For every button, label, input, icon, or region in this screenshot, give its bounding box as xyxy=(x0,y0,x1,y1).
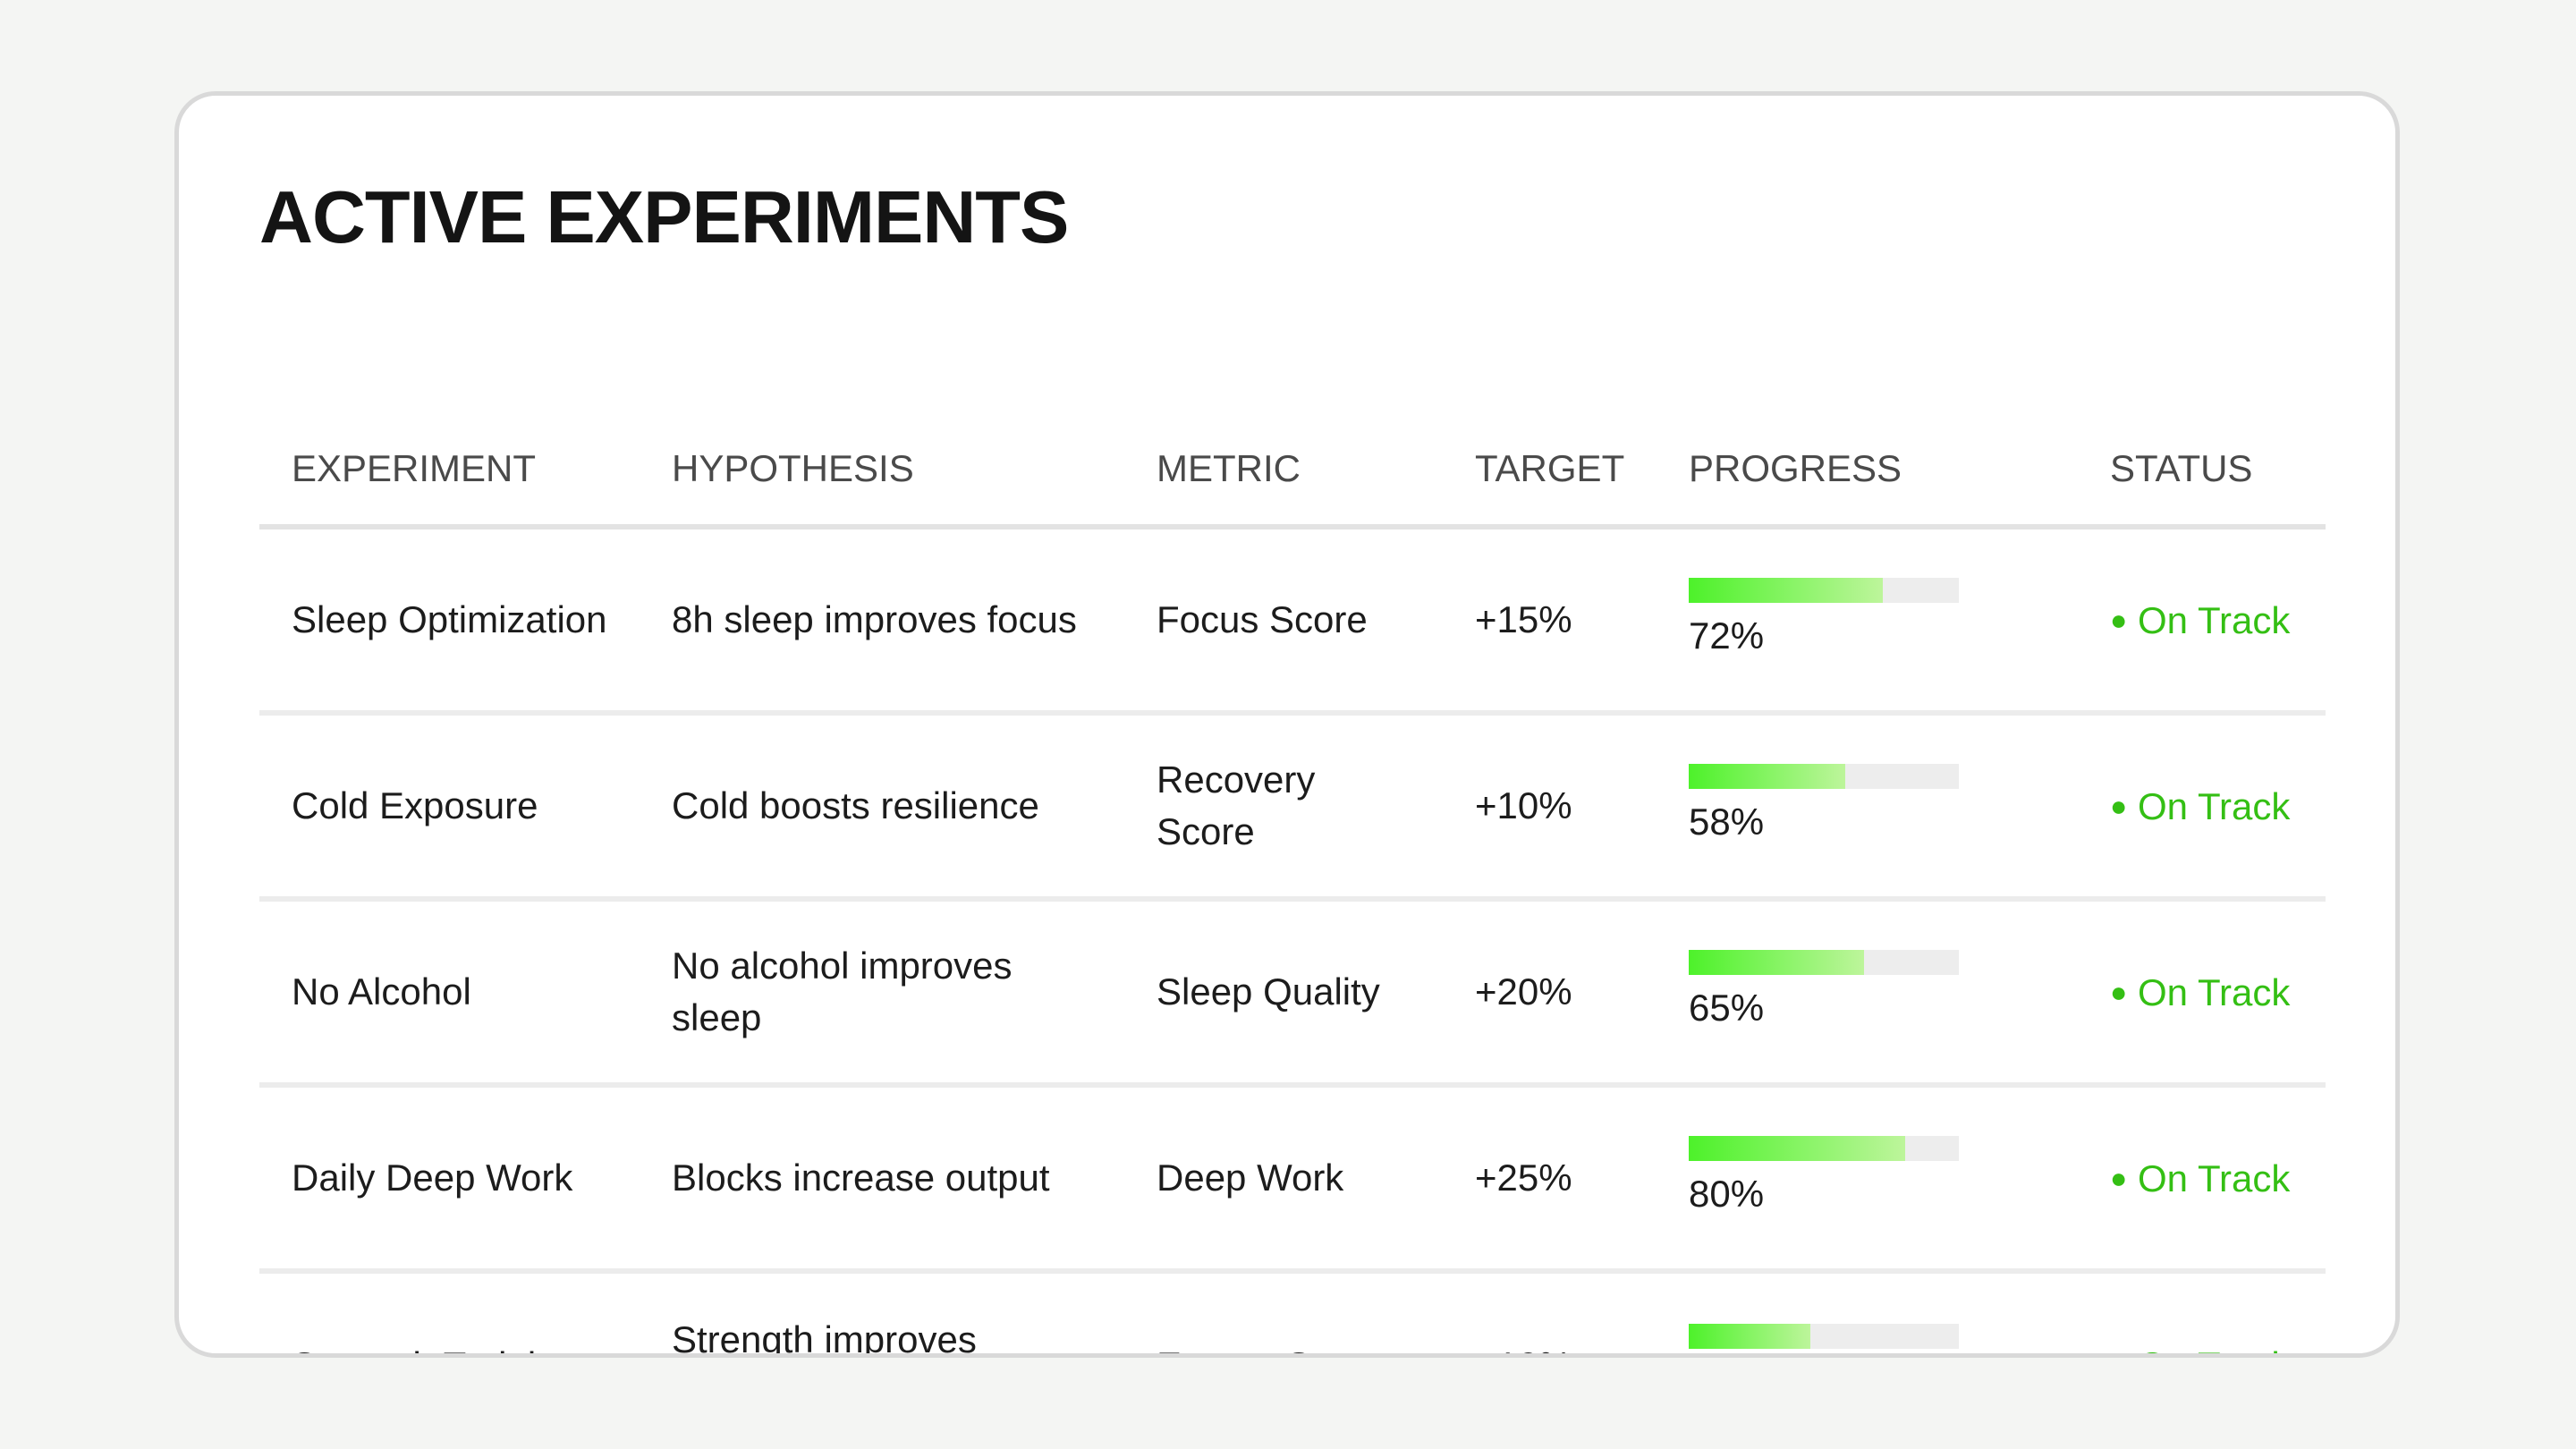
experiments-table: EXPERIMENT HYPOTHESIS METRIC TARGET PROG… xyxy=(259,412,2326,1358)
status-badge: ● On Track xyxy=(2110,1344,2290,1353)
status-label: On Track xyxy=(2138,784,2291,827)
progress-label: 80% xyxy=(1689,1173,1765,1215)
progress-bar xyxy=(1689,1323,1959,1349)
progress-bar xyxy=(1689,578,1959,603)
progress-cell: 45% xyxy=(1657,1271,2078,1353)
metric-cell: Recovery Score xyxy=(1124,713,1443,902)
metric-cell: Focus Score xyxy=(1124,527,1443,716)
experiment-cell: Daily Deep Work xyxy=(259,1085,640,1274)
hypothesis-cell: Cold boosts resilience xyxy=(640,713,1124,902)
status-label: On Track xyxy=(2138,1344,2290,1353)
column-header-progress[interactable]: PROGRESS xyxy=(1657,412,2078,530)
page-title: ACTIVE EXPERIMENTS xyxy=(259,175,1069,258)
progress-cell: 72% xyxy=(1657,527,2078,716)
table-row[interactable]: No Alcohol No alcohol improves sleep Sle… xyxy=(259,899,2326,1088)
column-header-target[interactable]: TARGET xyxy=(1443,412,1657,530)
progress-label: 72% xyxy=(1689,614,1765,657)
target-cell: +10% xyxy=(1443,1271,1657,1354)
hypothesis-cell: Strength improves energy xyxy=(640,1271,1124,1358)
experiment-cell: No Alcohol xyxy=(259,899,640,1088)
progress-label: 58% xyxy=(1689,801,1765,843)
experiment-name: No Alcohol xyxy=(292,970,471,1013)
target-value: +20% xyxy=(1475,970,1572,1013)
status-badge: ● On Track xyxy=(2110,1157,2290,1199)
table-row[interactable]: Strength Training Strength improves ener… xyxy=(259,1271,2326,1358)
progress-bar-fill xyxy=(1689,950,1865,975)
hypothesis-text: No alcohol improves sleep xyxy=(672,945,1013,1038)
experiment-name: Sleep Optimization xyxy=(292,598,607,640)
experiment-name: Cold Exposure xyxy=(292,784,538,826)
hypothesis-text: Cold boosts resilience xyxy=(672,784,1039,826)
experiments-card: ACTIVE EXPERIMENTS EXPERIMENT HYPOTHESIS… xyxy=(174,91,2400,1358)
status-label: On Track xyxy=(2138,598,2291,641)
target-value: +15% xyxy=(1475,598,1572,640)
progress-bar-fill xyxy=(1689,578,1884,603)
status-cell: ● On Track xyxy=(2078,713,2326,902)
progress-bar xyxy=(1689,764,1959,789)
status-cell: ● On Track xyxy=(2078,527,2326,716)
status-dot-icon: ● xyxy=(2110,1161,2128,1194)
status-dot-icon: ● xyxy=(2110,975,2128,1008)
progress-bar-fill xyxy=(1689,1323,1810,1349)
table-row[interactable]: Sleep Optimization 8h sleep improves foc… xyxy=(259,527,2326,716)
progress-bar-fill xyxy=(1689,764,1846,789)
hypothesis-cell: 8h sleep improves focus xyxy=(640,527,1124,716)
status-cell: ● On Track xyxy=(2078,1085,2326,1274)
experiment-cell: Strength Training xyxy=(259,1271,640,1354)
status-badge: ● On Track xyxy=(2110,785,2290,827)
metric-name: Deep Work xyxy=(1157,1157,1344,1199)
progress-cell: 65% xyxy=(1657,899,2078,1088)
progress-label: 65% xyxy=(1689,987,1765,1029)
status-label: On Track xyxy=(2138,1157,2291,1199)
progress-cell: 58% xyxy=(1657,713,2078,902)
status-dot-icon: ● xyxy=(2110,1349,2127,1353)
status-dot-icon: ● xyxy=(2110,789,2128,822)
metric-cell: Sleep Quality xyxy=(1124,899,1443,1088)
hypothesis-text: Strength improves energy xyxy=(672,1318,977,1358)
hypothesis-text: Blocks increase output xyxy=(672,1157,1050,1199)
metric-cell: Energy Score xyxy=(1124,1271,1443,1354)
status-badge: ● On Track xyxy=(2110,599,2290,641)
progress-bar-fill xyxy=(1689,1136,1905,1161)
experiment-name: Daily Deep Work xyxy=(292,1157,573,1199)
progress-bar xyxy=(1689,950,1959,975)
metric-name: Energy Score xyxy=(1157,1344,1384,1354)
status-label: On Track xyxy=(2138,970,2291,1013)
table-row[interactable]: Daily Deep Work Blocks increase output D… xyxy=(259,1085,2326,1274)
metric-name: Sleep Quality xyxy=(1157,970,1380,1013)
status-cell: ● On Track xyxy=(2078,899,2326,1088)
metric-name: Focus Score xyxy=(1157,598,1368,640)
status-cell: ● On Track xyxy=(2078,1271,2326,1353)
status-badge: ● On Track xyxy=(2110,971,2290,1013)
experiment-cell: Cold Exposure xyxy=(259,713,640,902)
target-value: +25% xyxy=(1475,1157,1572,1199)
column-header-experiment[interactable]: EXPERIMENT xyxy=(259,412,640,530)
progress-bar xyxy=(1689,1136,1959,1161)
target-cell: +20% xyxy=(1443,899,1657,1088)
target-cell: +10% xyxy=(1443,713,1657,902)
experiment-cell: Sleep Optimization xyxy=(259,527,640,716)
experiment-name: Strength Training xyxy=(292,1344,578,1354)
hypothesis-cell: No alcohol improves sleep xyxy=(640,899,1124,1088)
table-row[interactable]: Cold Exposure Cold boosts resilience Rec… xyxy=(259,713,2326,902)
hypothesis-text: 8h sleep improves focus xyxy=(672,598,1077,640)
metric-name: Recovery Score xyxy=(1157,758,1316,852)
table-header-row: EXPERIMENT HYPOTHESIS METRIC TARGET PROG… xyxy=(259,412,2326,530)
column-header-status[interactable]: STATUS xyxy=(2078,412,2326,530)
target-value: +10% xyxy=(1475,784,1572,826)
target-cell: +25% xyxy=(1443,1085,1657,1274)
metric-cell: Deep Work xyxy=(1124,1085,1443,1274)
progress-cell: 80% xyxy=(1657,1085,2078,1274)
column-header-metric[interactable]: METRIC xyxy=(1124,412,1443,530)
target-value: +10% xyxy=(1475,1344,1572,1354)
target-cell: +15% xyxy=(1443,527,1657,716)
status-dot-icon: ● xyxy=(2110,603,2128,636)
column-header-hypothesis[interactable]: HYPOTHESIS xyxy=(640,412,1124,530)
hypothesis-cell: Blocks increase output xyxy=(640,1085,1124,1274)
